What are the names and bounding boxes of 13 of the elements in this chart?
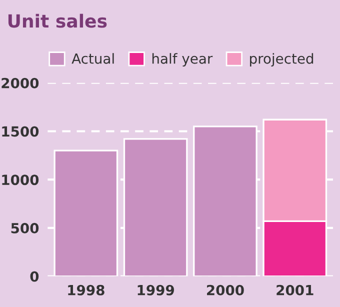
y-tick-label: 2000 bbox=[2, 78, 39, 88]
y-tick-label: 500 bbox=[11, 222, 39, 234]
chart-title: Unit sales bbox=[8, 14, 107, 28]
x-tick-label: 2000 bbox=[207, 284, 244, 296]
y-tick-label: 0 bbox=[30, 271, 39, 282]
y-tick-label: 1000 bbox=[2, 174, 39, 186]
legend-label: Actual bbox=[72, 53, 114, 64]
y-tick-label: 1500 bbox=[2, 126, 39, 137]
x-tick-label: 2001 bbox=[276, 284, 314, 296]
x-tick-label: 1998 bbox=[68, 284, 104, 296]
legend-label: projected bbox=[250, 53, 314, 67]
x-tick-label: 1999 bbox=[138, 284, 174, 296]
legend-label: half year bbox=[152, 53, 213, 67]
